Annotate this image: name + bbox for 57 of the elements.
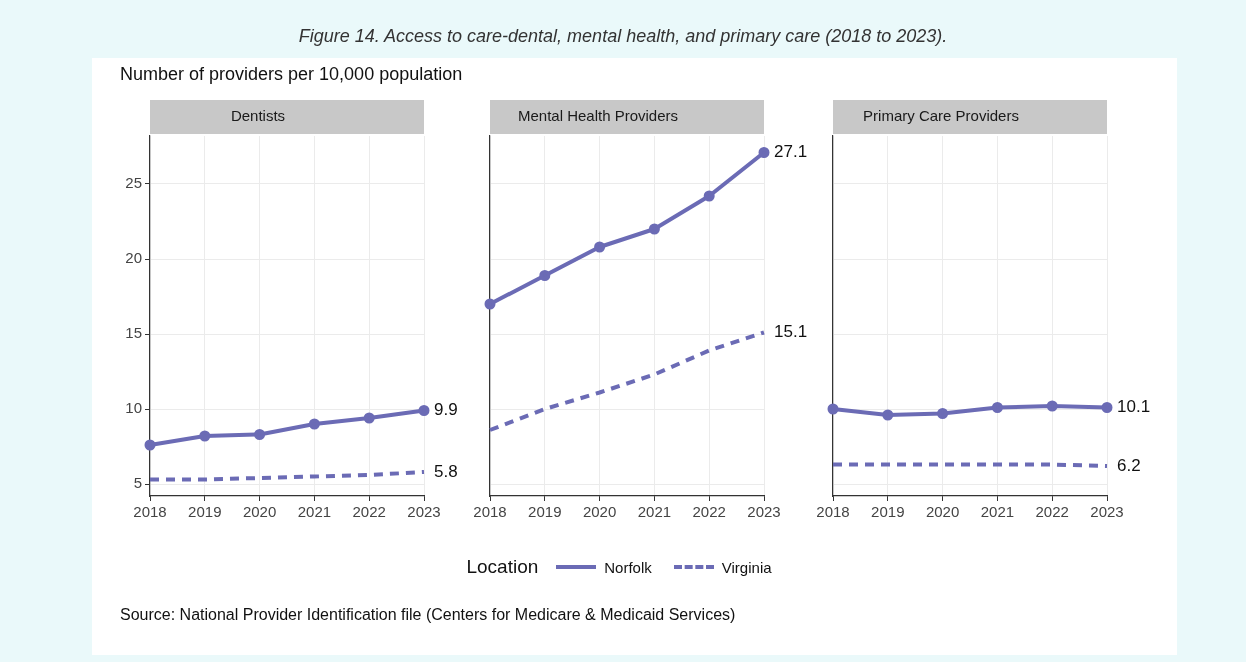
point (991, 402, 1003, 413)
x-tick-label: 2021 (637, 503, 672, 521)
x-tick-label: 2020 (925, 503, 960, 521)
x-tick-label: 2022 (1035, 503, 1069, 521)
point (199, 430, 211, 442)
legend-label: Virginia (721, 558, 772, 576)
point (308, 418, 320, 430)
x-tick-label: 2018 (473, 503, 507, 521)
point (363, 412, 375, 424)
data-label: 10.1 (1117, 397, 1151, 417)
point (758, 147, 770, 158)
y-tick-label: 25 (125, 174, 142, 192)
point (594, 241, 606, 253)
point (703, 190, 715, 202)
line-series (148, 470, 426, 482)
caption: Figure 14. Access to care-dental, mental health, and primary care (2018 to 2023). (297, 26, 949, 47)
x-tick-label: 2021 (980, 503, 1015, 521)
point (539, 270, 551, 281)
y-tick-label: 15 (125, 324, 142, 342)
data-label: 5.8 (434, 461, 458, 481)
legend-title: Location (466, 556, 539, 578)
point (144, 439, 156, 451)
y-tick-label: 10 (125, 399, 142, 417)
x-tick-label: 2019 (528, 503, 562, 521)
point (648, 223, 660, 235)
x-tick-label: 2018 (816, 503, 850, 521)
x-tick-label: 2019 (188, 503, 222, 521)
data-label: 27.1 (774, 142, 808, 162)
data-label: 15.1 (774, 322, 808, 342)
data-label: 9.9 (434, 400, 458, 420)
x-tick-label: 2023 (407, 503, 441, 521)
y-tick-label: 20 (125, 249, 142, 267)
point (827, 403, 839, 415)
x-tick-label: 2022 (692, 503, 726, 521)
legend-label: Norfolk (604, 558, 652, 576)
source-note: Source: National Provider Identification file (Centers for Medicare & Medicaid Services) (120, 606, 736, 624)
chart-title: Mental Health Providers (517, 107, 679, 125)
x-tick-label: 2020 (242, 503, 277, 521)
x-tick-label: 2022 (352, 503, 386, 521)
point (484, 298, 496, 310)
x-tick-label: 2021 (297, 503, 332, 521)
point (882, 409, 894, 421)
x-tick-label: 2023 (747, 503, 781, 521)
x-tick-label: 2020 (582, 503, 617, 521)
x-tick-label: 2019 (871, 503, 905, 521)
point (1046, 400, 1058, 412)
chart-title: Primary Care Providers (863, 107, 1019, 125)
point (254, 429, 266, 440)
point (418, 405, 430, 416)
y-tick-label: 5 (133, 474, 142, 492)
y-axis-title: Number of providers per 10,000 population (120, 64, 463, 85)
point (937, 408, 949, 419)
x-tick-label: 2023 (1090, 503, 1124, 521)
chart-title: Dentists (230, 107, 286, 125)
x-tick-label: 2018 (133, 503, 167, 521)
point (1101, 402, 1113, 413)
data-label: 6.2 (1117, 455, 1141, 475)
